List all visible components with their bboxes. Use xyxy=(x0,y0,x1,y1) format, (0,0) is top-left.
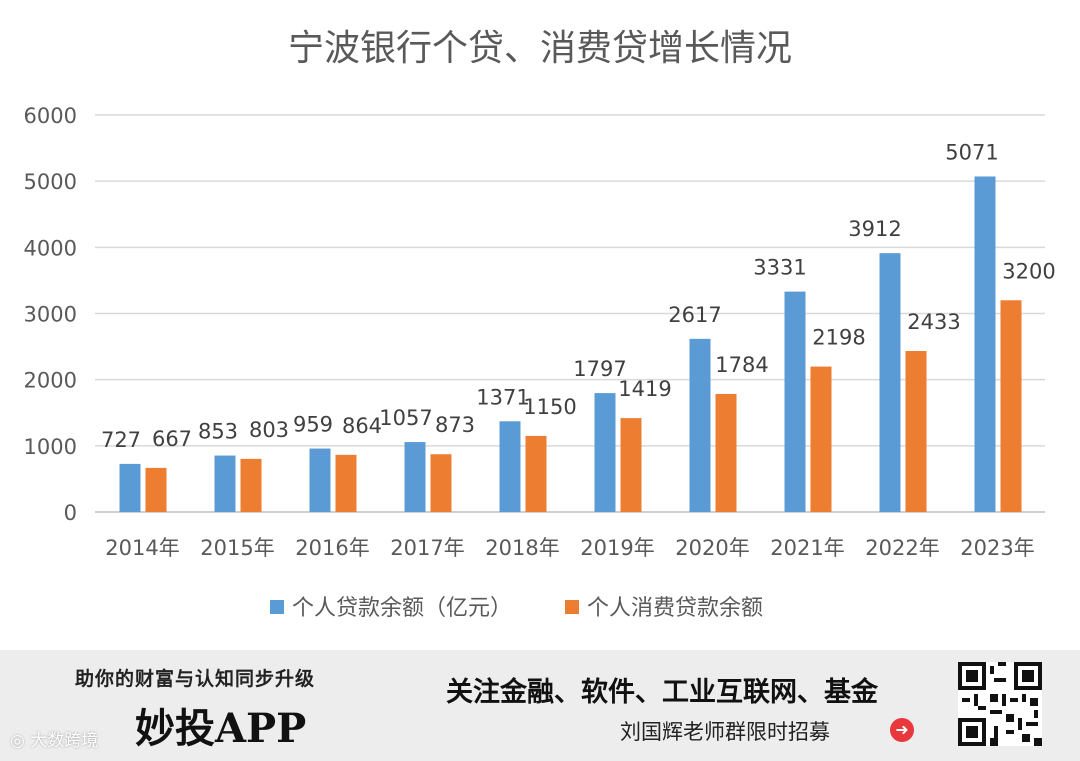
y-tick-label: 0 xyxy=(64,501,77,525)
data-label: 1057 xyxy=(379,406,432,430)
x-tick-label: 2022年 xyxy=(865,536,939,560)
bars xyxy=(119,176,1022,513)
legend-label: 个人贷款余额（亿元） xyxy=(292,596,512,621)
bar-personal-loan xyxy=(974,176,996,513)
bar-personal-loan xyxy=(784,291,806,512)
data-label: 2617 xyxy=(668,303,721,327)
bar-consumer-loan xyxy=(810,366,832,512)
data-label: 2198 xyxy=(812,326,865,350)
data-label: 3200 xyxy=(1002,259,1055,283)
weibo-icon: ◎ xyxy=(10,731,31,751)
watermark-text: ◎ 大数跨境 xyxy=(10,726,98,751)
x-tick-label: 2021年 xyxy=(770,536,844,560)
bar-consumer-loan xyxy=(335,454,357,512)
x-axis-ticks: 2014年 2015年 2016年 2017年 2018年 2019年 2020年 2021年… xyxy=(105,536,1034,560)
promo-banner: 助你的财富与认知同步升级 妙投APP 关注金融、软件、工业互联网、基金 刘国辉老… xyxy=(0,650,1080,761)
bar-personal-loan xyxy=(404,442,426,512)
bar-consumer-loan xyxy=(620,418,642,512)
gridlines xyxy=(95,114,1045,513)
banner-app-name[interactable]: 妙投APP xyxy=(135,705,307,752)
data-label: 1371 xyxy=(476,385,529,409)
data-label: 1419 xyxy=(618,377,671,401)
bar-consumer-loan xyxy=(1000,300,1022,512)
bar-consumer-loan xyxy=(525,435,547,512)
bar-chart: 宁波银行个贷、消费贷增长情况 0 1000 2000 3000 4000 5000 6000… xyxy=(24,28,1056,621)
bar-consumer-loan xyxy=(145,467,167,512)
arrow-right-icon[interactable]: ➜ xyxy=(890,718,914,742)
data-label: 873 xyxy=(435,413,475,437)
x-tick-label: 2019年 xyxy=(580,536,654,560)
data-label: 803 xyxy=(249,418,289,442)
data-label: 5071 xyxy=(945,140,998,164)
x-tick-label: 2016年 xyxy=(295,536,369,560)
legend-swatch xyxy=(565,600,579,614)
legend-swatch xyxy=(270,600,284,614)
data-label: 727 xyxy=(101,428,141,452)
data-label: 959 xyxy=(293,413,333,437)
bar-consumer-loan xyxy=(715,393,737,512)
y-axis-ticks: 0 1000 2000 3000 4000 5000 6000 xyxy=(24,104,77,525)
y-tick-label: 3000 xyxy=(24,303,77,327)
y-tick-label: 4000 xyxy=(24,236,77,260)
x-tick-label: 2023年 xyxy=(960,536,1034,560)
bar-personal-loan xyxy=(879,253,901,512)
bar-personal-loan xyxy=(119,463,141,512)
bar-personal-loan xyxy=(214,455,236,512)
data-label: 2433 xyxy=(907,310,960,334)
legend-label: 个人消费贷款余额 xyxy=(587,596,763,621)
data-label: 1150 xyxy=(523,395,576,419)
bar-personal-loan xyxy=(594,393,616,512)
data-label: 864 xyxy=(342,414,382,438)
legend: 个人贷款余额（亿元） 个人消费贷款余额 xyxy=(270,596,763,621)
bar-consumer-loan xyxy=(240,458,262,512)
data-label: 1797 xyxy=(573,357,626,381)
y-tick-label: 6000 xyxy=(24,104,77,128)
data-label: 667 xyxy=(152,427,192,451)
banner-recruit-link[interactable]: 刘国辉老师群限时招募 xyxy=(620,720,830,744)
data-label: 3912 xyxy=(848,217,901,241)
x-tick-label: 2015年 xyxy=(200,536,274,560)
x-tick-label: 2014年 xyxy=(105,536,179,560)
data-label: 3331 xyxy=(753,256,806,280)
chart-area: 宁波银行个贷、消费贷增长情况 0 1000 2000 3000 4000 5000 6000… xyxy=(23,28,1056,621)
data-label: 1784 xyxy=(715,353,768,377)
y-tick-label: 5000 xyxy=(24,170,77,194)
x-tick-label: 2020年 xyxy=(675,536,749,560)
banner-slogan: 助你的财富与认知同步升级 xyxy=(75,668,316,690)
bar-personal-loan xyxy=(499,421,521,512)
x-tick-label: 2018年 xyxy=(485,536,559,560)
banner-focus-text: 关注金融、软件、工业互联网、基金 xyxy=(446,677,878,708)
bar-personal-loan xyxy=(689,338,711,512)
watermark-label: 大数跨境 xyxy=(30,731,99,751)
qr-code-icon[interactable] xyxy=(958,662,1042,746)
chart-title: 宁波银行个贷、消费贷增长情况 xyxy=(288,28,792,69)
bar-consumer-loan xyxy=(430,454,452,512)
y-tick-label: 1000 xyxy=(24,435,77,459)
data-label: 853 xyxy=(198,420,238,444)
y-tick-label: 2000 xyxy=(24,369,77,393)
bar-personal-loan xyxy=(309,448,331,512)
x-tick-label: 2017年 xyxy=(390,536,464,560)
bar-consumer-loan xyxy=(905,351,927,512)
